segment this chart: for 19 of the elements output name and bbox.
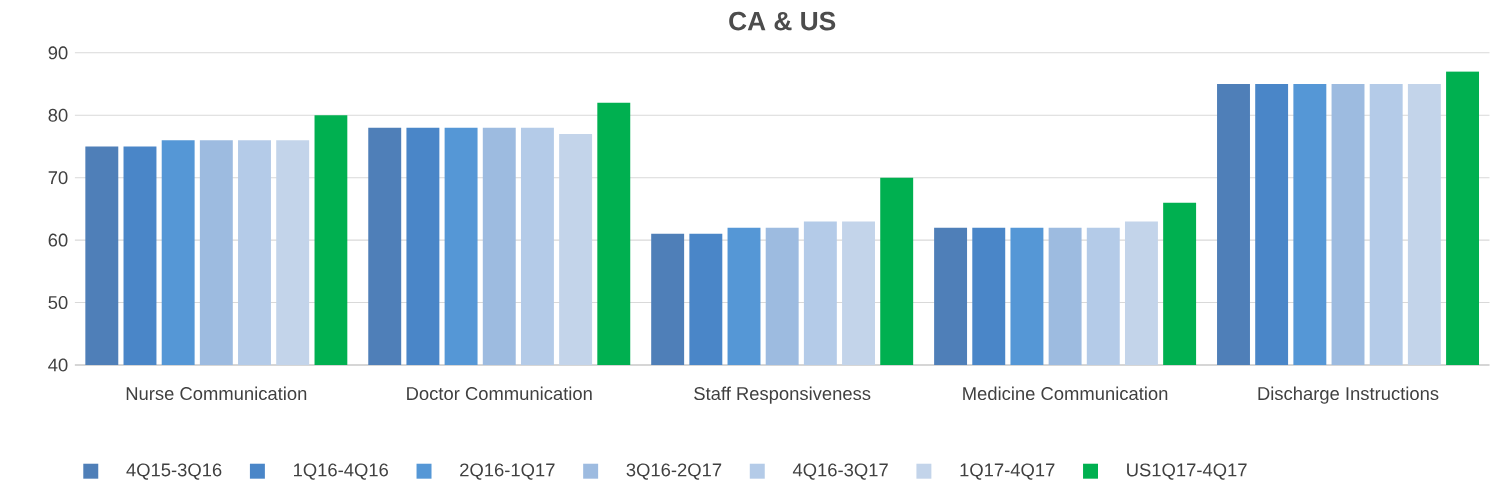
y-tick-label: 50 [48, 296, 68, 310]
legend-label: US1Q17-4Q17 [1127, 463, 1247, 480]
x-tick-label: Medicine Communication [963, 386, 1168, 401]
x-tick-label: Doctor Communication [407, 386, 592, 401]
legend-label: 1Q16-4Q16 [294, 463, 388, 480]
legend-label: 4Q15-3Q16 [126, 463, 222, 480]
x-tick-label: Discharge Instructions [1258, 386, 1439, 404]
legend-label: 4Q16-3Q17 [792, 463, 888, 480]
legend-label: 3Q16-2Q17 [626, 463, 722, 480]
y-tick-label: 40 [48, 358, 68, 372]
y-tick-label: 80 [48, 108, 68, 122]
legend-label: 1Q17-4Q17 [960, 463, 1055, 480]
x-tick-label: Nurse Communication [126, 386, 307, 401]
legend-label: 2Q16-1Q17 [460, 463, 555, 480]
chart-title: CA & US [729, 11, 836, 31]
y-tick-label: 70 [48, 171, 68, 185]
y-tick-label: 60 [48, 233, 68, 247]
y-tick-label: 90 [48, 46, 68, 60]
x-tick-label: Staff Responsiveness [694, 386, 871, 404]
